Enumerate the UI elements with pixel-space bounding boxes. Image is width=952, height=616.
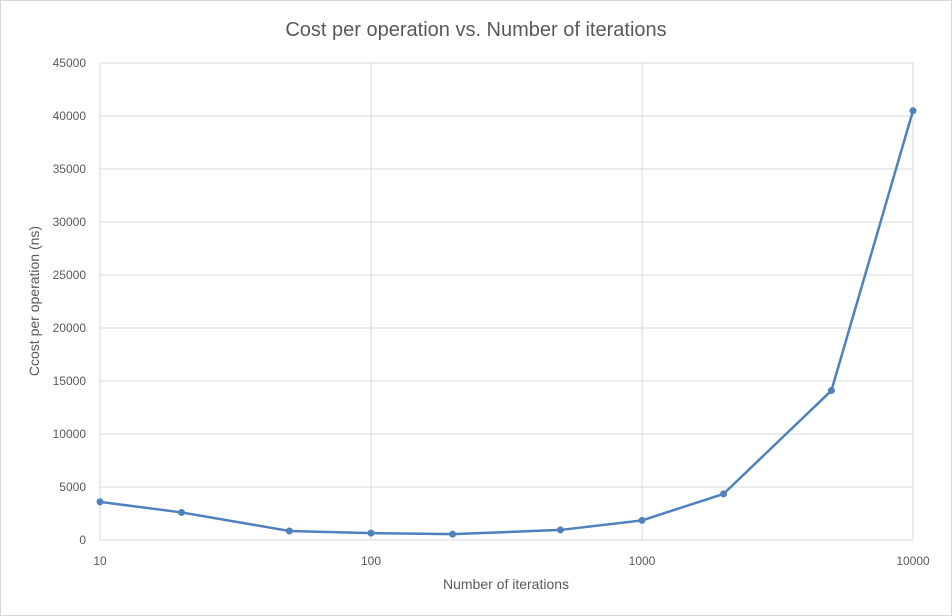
x-tick-label: 100	[361, 554, 381, 568]
data-point	[285, 527, 293, 535]
x-axis-title: Number of iterations	[443, 576, 569, 592]
chart-title: Cost per operation vs. Number of iterati…	[285, 19, 666, 41]
y-tick-label: 30000	[53, 215, 87, 229]
data-point	[449, 530, 457, 538]
x-tick-label: 10	[93, 554, 107, 568]
x-axis-tick-labels: 10 100 1000 10000	[93, 554, 930, 568]
y-tick-label: 15000	[53, 374, 87, 388]
y-tick-label: 40000	[53, 109, 87, 123]
data-point	[720, 490, 728, 498]
data-point	[178, 508, 186, 516]
data-point	[96, 498, 104, 506]
y-axis-title: Ccost per operation (ns)	[26, 226, 42, 376]
x-tick-label: 1000	[629, 554, 656, 568]
y-tick-label: 20000	[53, 321, 87, 335]
data-point	[367, 529, 375, 537]
y-tick-label: 0	[79, 533, 86, 547]
data-point	[909, 107, 917, 115]
y-tick-label: 25000	[53, 268, 87, 282]
y-tick-label: 45000	[53, 56, 87, 70]
series-group	[96, 107, 917, 538]
y-tick-label: 10000	[53, 427, 87, 441]
y-tick-label: 35000	[53, 162, 87, 176]
x-tick-label: 10000	[896, 554, 930, 568]
data-point	[556, 526, 564, 534]
y-axis-tick-labels: 0 5000 10000 15000 20000 25000 30000 35000 40000…	[53, 56, 87, 547]
data-point	[827, 387, 835, 395]
y-tick-label: 5000	[59, 480, 86, 494]
data-point	[638, 516, 646, 524]
series-line	[99, 110, 915, 536]
gridlines	[99, 62, 914, 541]
